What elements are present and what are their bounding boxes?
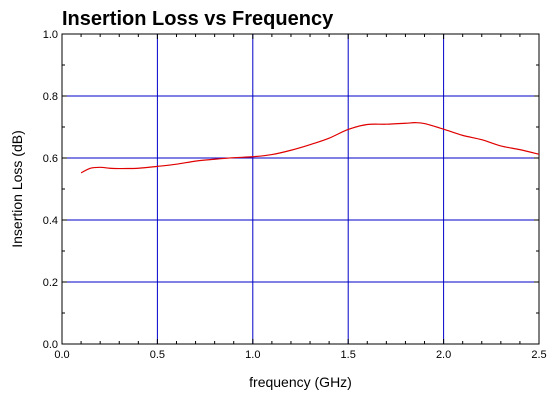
x-tick-label: 2.0	[436, 349, 451, 361]
chart-title: Insertion Loss vs Frequency	[62, 8, 334, 30]
x-tick-labels: 0.0 0.5 1.0 1.5 2.0 2.5	[54, 349, 546, 361]
y-tick-label: 0.8	[43, 91, 58, 103]
x-tick-label: 0.5	[150, 349, 165, 361]
grid	[62, 34, 539, 344]
y-tick-label: 1.0	[43, 29, 58, 41]
y-tick-label: 0.6	[43, 153, 58, 165]
axis-ticks	[61, 33, 540, 345]
y-axis-label: Insertion Loss (dB)	[9, 130, 25, 248]
y-tick-label: 0.0	[43, 339, 58, 351]
x-axis-label: frequency (GHz)	[249, 374, 352, 390]
y-tick-label: 0.4	[43, 215, 58, 227]
x-tick-label: 0.0	[54, 349, 69, 361]
plot-frame	[61, 33, 540, 345]
x-tick-label: 1.5	[341, 349, 356, 361]
series-line	[80, 122, 540, 174]
x-tick-label: 1.0	[245, 349, 260, 361]
x-tick-label: 2.5	[531, 349, 546, 361]
y-tick-labels: 0.0 0.2 0.4 0.6 0.8 1.0	[43, 29, 58, 351]
y-tick-label: 0.2	[43, 277, 58, 289]
